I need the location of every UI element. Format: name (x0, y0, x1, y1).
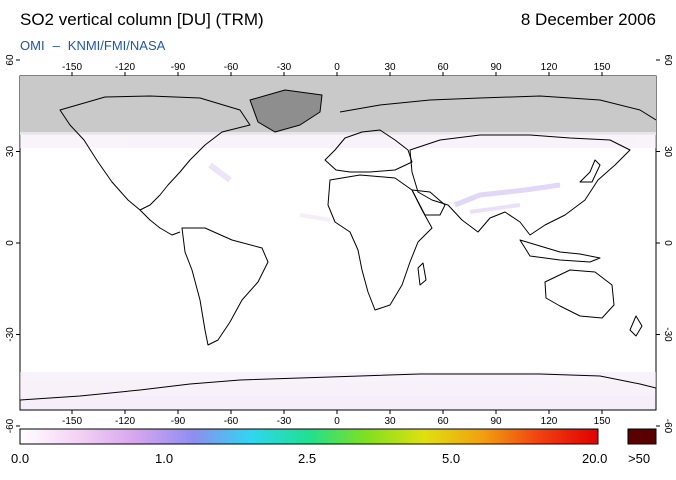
lon-ticks-top: -150 -120 -90 -60 -30 0 30 60 90 120 150 (62, 62, 611, 76)
lon-tick-label-top: -60 (224, 62, 239, 73)
arabia (411, 189, 446, 216)
lon-tick-label-bottom: -120 (115, 416, 135, 427)
title: SO2 vertical column [DU] (TRM) (20, 10, 264, 29)
credit-line: OMI – KNMI/FMI/NASA (20, 38, 165, 53)
lon-tick-label-top: 150 (594, 62, 611, 73)
new-zealand (629, 315, 643, 337)
lon-tick-label-top: -150 (62, 62, 82, 73)
lat-tick-label-left: 0 (5, 240, 16, 246)
lon-tick-label-top: 30 (384, 62, 396, 73)
lat-ticks-right: 60 30 0 -30 -60 (656, 54, 673, 434)
lat-tick-label-left: -60 (5, 418, 16, 433)
australia (544, 269, 615, 319)
antarctica (20, 373, 656, 410)
lon-tick-label-top: -120 (115, 62, 135, 73)
lon-tick-label-bottom: 90 (490, 416, 502, 427)
colorbar (19, 428, 599, 445)
lat-tick-label-right: -60 (662, 419, 673, 434)
africa (327, 174, 433, 311)
lon-tick-label-bottom: -30 (277, 416, 292, 427)
date-label: 8 December 2006 (520, 10, 656, 29)
lat-tick-label-right: -30 (662, 327, 673, 342)
lon-tick-label-top: -30 (277, 62, 292, 73)
colorbar-label-4: 20.0 (582, 451, 608, 466)
colorbar-label-3: 5.0 (442, 451, 461, 466)
no-data-band-edge (20, 132, 656, 135)
no-data-band (20, 76, 656, 134)
arctic-coast (339, 95, 656, 121)
lon-tick-label-bottom: -150 (62, 416, 82, 427)
colorbar-overflow (627, 428, 657, 445)
colorbar-label-0: 0.0 (11, 451, 30, 466)
europe (324, 129, 413, 173)
lon-tick-label-top: 120 (541, 62, 558, 73)
south-america (181, 227, 269, 346)
credit-omi: OMI (20, 38, 45, 53)
madagascar (417, 262, 427, 286)
lon-ticks-bottom: -150 -120 -90 -60 -30 0 30 60 90 120 150 (62, 410, 611, 427)
lon-tick-label-bottom: 150 (594, 416, 611, 427)
greenland (249, 89, 323, 133)
colorbar-label-5: >50 (628, 451, 651, 466)
lat-tick-label-left: 60 (5, 54, 16, 66)
lon-tick-label-top: -90 (171, 62, 186, 73)
lat-tick-label-left: -30 (5, 327, 16, 342)
lon-tick-label-top: 60 (437, 62, 449, 73)
map-content (20, 76, 656, 410)
lon-tick-label-bottom: 30 (384, 416, 396, 427)
central-america (139, 209, 181, 236)
credit-institutes: KNMI/FMI/NASA (67, 38, 166, 53)
lon-tick-label-bottom: 0 (334, 416, 340, 427)
lon-tick-label-bottom: -90 (171, 416, 186, 427)
coastlines (20, 89, 656, 410)
lat-tick-label-right: 0 (662, 240, 673, 246)
indonesia (519, 239, 601, 263)
lon-tick-label-bottom: 60 (437, 416, 449, 427)
lon-tick-label-bottom: 120 (541, 416, 558, 427)
so2-noise (20, 134, 656, 410)
lat-tick-label-right: 60 (662, 54, 673, 66)
north-america (59, 95, 251, 211)
lat-ticks-left: 60 30 0 -30 -60 (5, 54, 20, 433)
lon-tick-label-top: 0 (334, 62, 340, 73)
lat-tick-label-left: 30 (5, 146, 16, 158)
lat-tick-label-right: 30 (662, 146, 673, 158)
colorbar-label-2: 2.5 (298, 451, 317, 466)
credit-dash: – (52, 38, 60, 53)
japan (579, 159, 601, 183)
colorbar-label-1: 1.0 (155, 451, 174, 466)
lon-tick-label-bottom: -60 (224, 416, 239, 427)
lon-tick-label-top: 90 (490, 62, 502, 73)
